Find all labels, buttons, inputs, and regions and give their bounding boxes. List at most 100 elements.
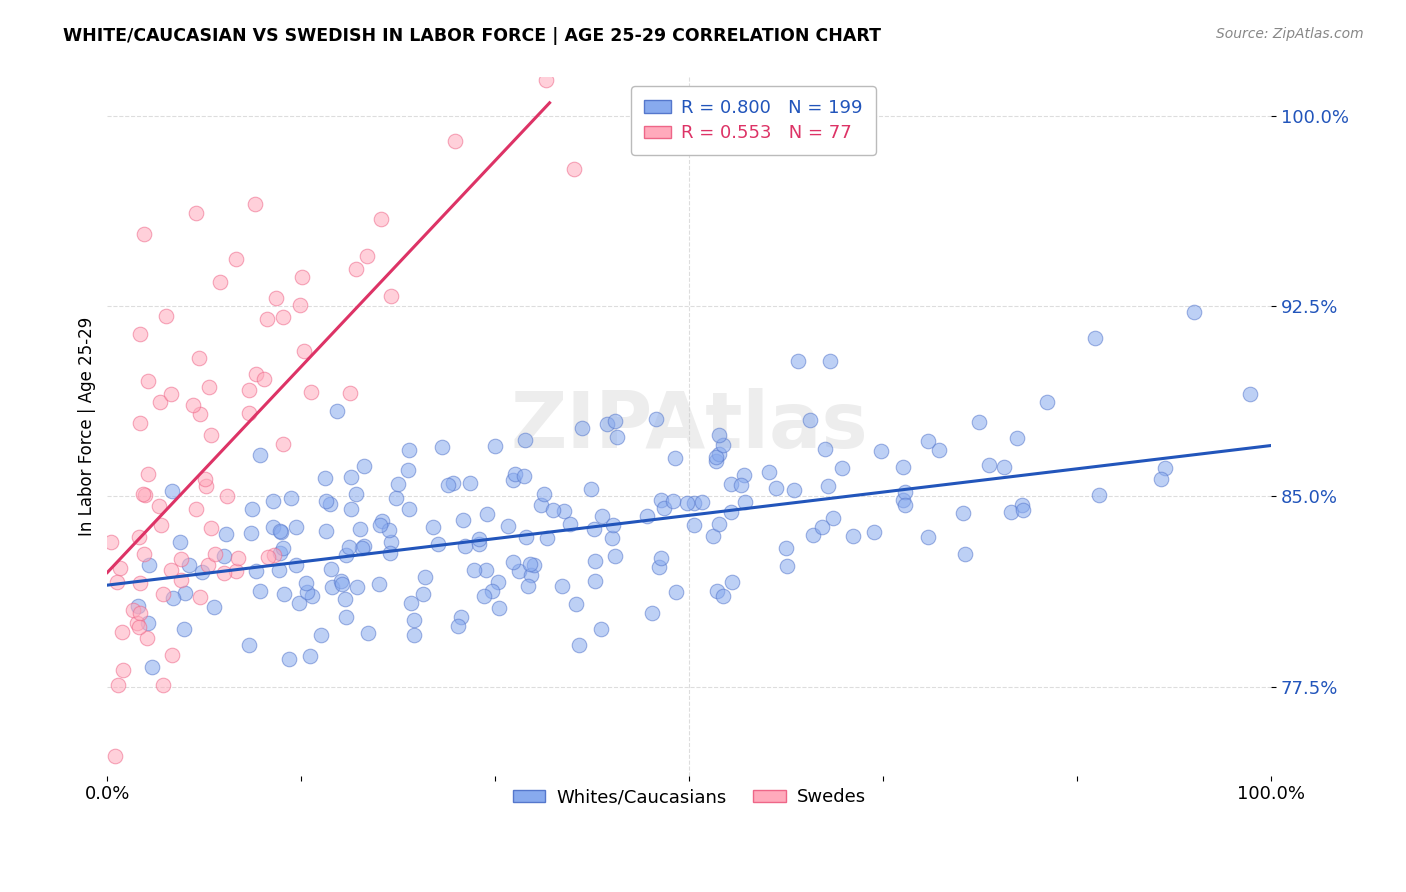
Point [831,461,853,475]
Point [184,502,207,516]
Point [132,227,155,241]
Point [136,616,159,631]
Point [707,516,730,531]
Point [650,551,672,566]
Point [444,134,467,148]
Point [468,537,491,551]
Point [917,434,939,448]
Point [602,518,624,533]
Point [160,483,183,498]
Point [353,459,375,474]
Point [534,73,557,87]
Point [702,529,724,543]
Point [245,367,267,381]
Point [353,539,375,553]
Point [484,439,506,453]
Point [253,372,276,386]
Point [486,574,509,589]
Point [496,519,519,533]
Text: WHITE/CAUCASIAN VS SWEDISH IN LABOR FORCE | AGE 25-29 CORRELATION CHART: WHITE/CAUCASIAN VS SWEDISH IN LABOR FORC… [63,27,882,45]
Point [295,585,318,599]
Point [311,627,333,641]
Point [801,528,824,542]
Point [516,579,538,593]
Point [269,524,291,539]
Point [463,563,485,577]
Point [214,549,236,563]
Point [1150,472,1173,486]
Point [380,534,402,549]
Point [842,529,865,543]
Point [450,610,472,624]
Point [368,517,391,532]
Point [240,502,263,516]
Point [706,583,728,598]
Point [502,473,524,487]
Point [138,558,160,573]
Point [579,482,602,496]
Point [533,486,555,500]
Point [665,585,688,599]
Point [481,583,503,598]
Point [595,417,617,431]
Point [378,523,401,537]
Point [321,580,343,594]
Point [162,648,184,662]
Point [707,447,730,461]
Point [370,212,392,227]
Point [269,563,291,577]
Point [134,488,156,502]
Point [344,486,367,500]
Point [1036,395,1059,409]
Point [1084,331,1107,345]
Point [692,495,714,509]
Point [188,407,211,421]
Point [330,574,353,589]
Point [426,537,449,551]
Point [107,678,129,692]
Point [367,576,389,591]
Point [295,576,318,591]
Point [301,589,323,603]
Point [169,534,191,549]
Point [589,622,612,636]
Point [136,467,159,481]
Point [776,559,799,574]
Point [582,522,605,536]
Point [263,548,285,562]
Point [215,527,238,541]
Point [565,597,588,611]
Point [288,596,311,610]
Point [775,541,797,556]
Point [977,458,1000,472]
Point [128,326,150,341]
Point [332,576,354,591]
Point [661,494,683,508]
Point [238,406,260,420]
Point [225,252,247,266]
Point [141,660,163,674]
Point [603,549,626,564]
Point [508,564,530,578]
Point [148,500,170,514]
Point [226,550,249,565]
Point [256,312,278,326]
Point [356,249,378,263]
Point [325,403,347,417]
Point [432,440,454,454]
Point [571,421,593,435]
Point [711,589,734,603]
Point [811,519,834,533]
Point [1088,488,1111,502]
Point [993,459,1015,474]
Point [380,546,402,560]
Point [647,560,669,574]
Point [412,587,434,601]
Point [1239,386,1261,401]
Point [315,494,337,508]
Point [249,584,271,599]
Point [292,344,315,359]
Point [186,206,208,220]
Point [128,529,150,543]
Point [245,565,267,579]
